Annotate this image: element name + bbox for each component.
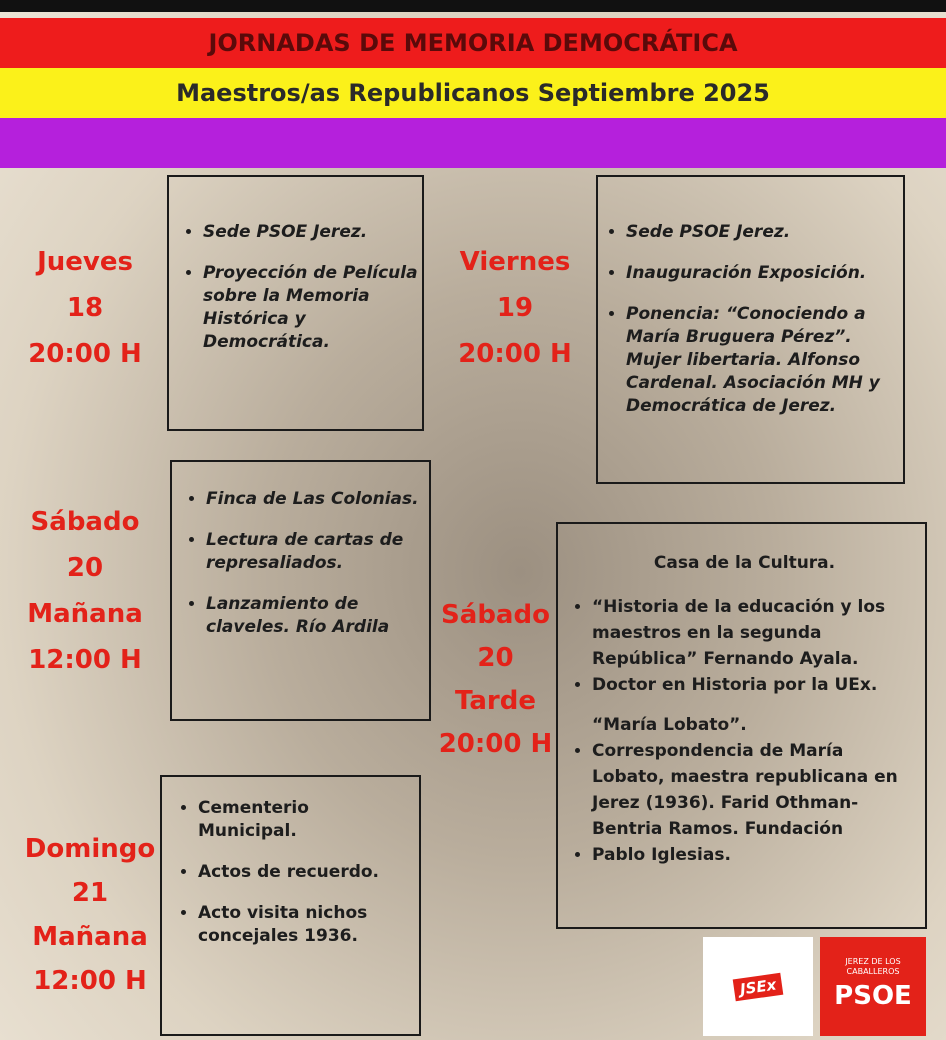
day-line: 12:00 H bbox=[28, 645, 142, 675]
event-item: Correspondencia de María Lobato, maestra… bbox=[592, 738, 917, 842]
purple-band bbox=[0, 118, 946, 168]
day-line: Jueves bbox=[37, 247, 133, 277]
day-line: Sábado bbox=[441, 600, 550, 630]
day-line: 20:00 H bbox=[438, 729, 553, 759]
event-item: Sede PSOE Jerez. bbox=[203, 221, 418, 244]
event-item: Actos de recuerdo. bbox=[198, 861, 413, 884]
day-label: Jueves 18 20:00 H bbox=[10, 239, 160, 377]
event-box: Casa de la Cultura. “Historia de la educ… bbox=[556, 522, 927, 929]
day-line: Sábado bbox=[30, 507, 140, 537]
event-heading: Casa de la Cultura. bbox=[653, 553, 836, 573]
day-label: Sábado 20 Tarde 20:00 H bbox=[438, 594, 553, 766]
day-line: 20 bbox=[477, 643, 514, 673]
day-line: Viernes bbox=[459, 247, 571, 277]
event-item: Lanzamiento de claveles. Río Ardila bbox=[206, 593, 423, 639]
day-line: Mañana bbox=[32, 922, 148, 952]
jsex-text: JSEx bbox=[732, 972, 784, 1001]
title-band: JORNADAS DE MEMORIA DEMOCRÁTICA bbox=[0, 18, 946, 68]
psoe-logo: JEREZ DE LOS CABALLEROS PSOE bbox=[820, 937, 926, 1036]
event-item: Pablo Iglesias. bbox=[592, 842, 917, 868]
day-line: 19 bbox=[496, 293, 534, 323]
event-item: Ponencia: “Conociendo a María Bruguera P… bbox=[626, 303, 895, 418]
day-line: 18 bbox=[66, 293, 104, 323]
event-item: Proyección de Película sobre la Memoria … bbox=[203, 262, 418, 354]
day-line: 20 bbox=[66, 553, 104, 583]
day-line: Domingo bbox=[24, 834, 156, 864]
day-line: 21 bbox=[71, 878, 109, 908]
event-item: Sede PSOE Jerez. bbox=[626, 221, 895, 244]
day-line: Tarde bbox=[455, 686, 536, 716]
event-item: Lectura de cartas de represaliados. bbox=[206, 529, 423, 575]
subtitle-band: Maestros/as Republicanos Septiembre 2025 bbox=[0, 68, 946, 118]
event-item: Acto visita nichos concejales 1936. bbox=[198, 902, 413, 948]
day-line: Mañana bbox=[27, 599, 143, 629]
event-item: Doctor en Historia por la UEx. bbox=[592, 672, 917, 698]
event-box: Finca de Las Colonias. Lectura de cartas… bbox=[170, 460, 431, 721]
day-label: Viernes 19 20:00 H bbox=[440, 239, 590, 377]
event-box: Cementerio Municipal. Actos de recuerdo.… bbox=[160, 775, 421, 1036]
event-item: Cementerio Municipal. bbox=[198, 797, 413, 843]
event-subheading: “María Lobato”. bbox=[592, 715, 747, 735]
title: JORNADAS DE MEMORIA DEMOCRÁTICA bbox=[208, 29, 738, 57]
day-line: 20:00 H bbox=[458, 339, 572, 369]
day-label: Sábado 20 Mañana 12:00 H bbox=[10, 499, 160, 683]
event-box: Sede PSOE Jerez. Proyección de Película … bbox=[167, 175, 424, 431]
event-item: Inauguración Exposición. bbox=[626, 262, 895, 285]
event-item: “Historia de la educación y los maestros… bbox=[592, 594, 917, 672]
jsex-logo: JSEx bbox=[703, 937, 813, 1036]
subtitle: Maestros/as Republicanos Septiembre 2025 bbox=[176, 79, 770, 107]
event-item: Finca de Las Colonias. bbox=[206, 488, 423, 511]
top-strip bbox=[0, 0, 946, 12]
event-box: Sede PSOE Jerez. Inauguración Exposición… bbox=[596, 175, 905, 484]
day-line: 12:00 H bbox=[33, 966, 147, 996]
psoe-place: JEREZ DE LOS CABALLEROS bbox=[845, 957, 901, 976]
day-label: Domingo 21 Mañana 12:00 H bbox=[15, 827, 165, 1003]
psoe-text: PSOE bbox=[834, 981, 912, 1011]
day-line: 20:00 H bbox=[28, 339, 142, 369]
